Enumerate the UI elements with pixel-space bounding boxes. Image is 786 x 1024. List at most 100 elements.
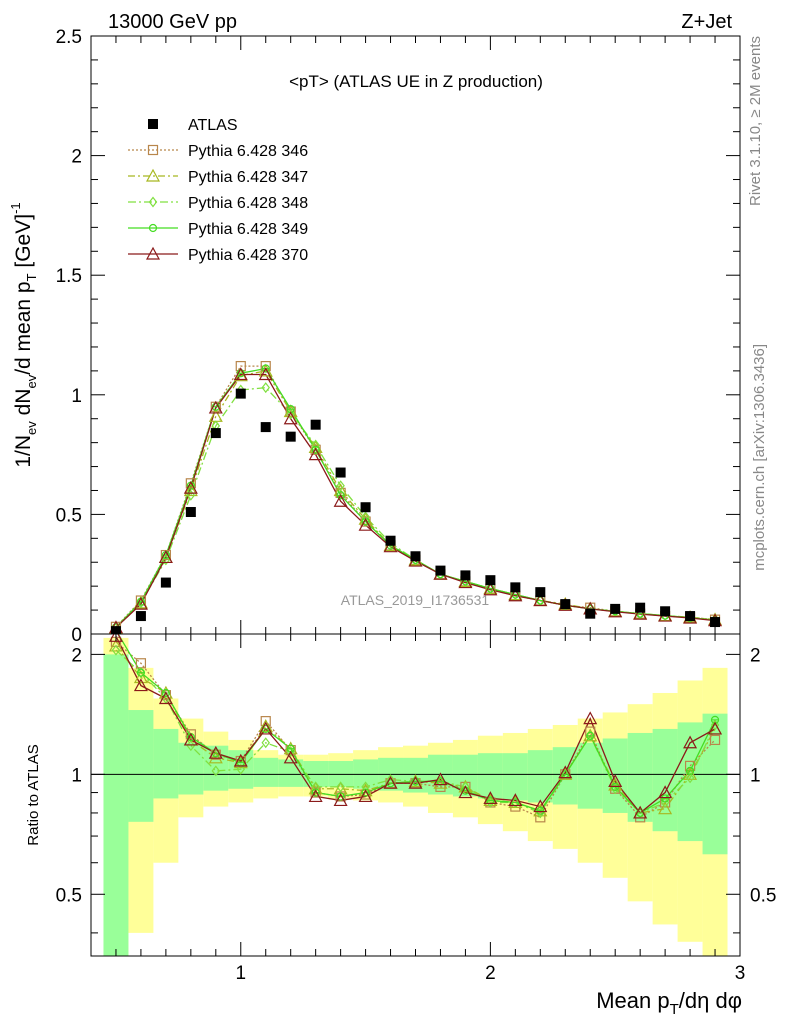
data-point — [458, 575, 473, 589]
legend-label: ATLAS — [188, 117, 238, 134]
ratio-point — [233, 753, 248, 767]
y-tick-label: 1.5 — [56, 266, 82, 287]
ratio-point — [684, 760, 696, 771]
data-point — [233, 367, 248, 381]
legend-marker — [148, 223, 158, 233]
band-green — [253, 757, 279, 787]
atlas-point — [510, 582, 521, 593]
x-tick-label: 3 — [735, 963, 746, 984]
ratio-point — [533, 799, 548, 813]
atlas-point — [560, 599, 571, 610]
data-point — [261, 382, 270, 394]
watermark: ATLAS_2019_I1736531 — [341, 592, 490, 608]
ratio-point — [511, 796, 520, 808]
ratio-point — [308, 789, 323, 803]
ratio-point — [261, 737, 270, 749]
ratio-point — [708, 721, 723, 735]
ratio-point — [383, 775, 398, 789]
series-line — [115, 370, 716, 629]
main-ylabel: 1/Nev dNev/d mean pT [GeV]-1 — [8, 202, 39, 467]
ratio-point — [386, 774, 395, 786]
atlas-point — [135, 611, 146, 622]
data-point — [185, 478, 196, 489]
ratio-y-tick-label: 1 — [750, 765, 761, 786]
ratio-point — [133, 670, 148, 684]
ratio-point — [661, 794, 670, 803]
atlas-point — [685, 611, 696, 622]
ratio-point — [208, 745, 223, 759]
chart-title: <pT> (ATLAS UE in Z production) — [289, 72, 543, 91]
ratio-point — [658, 801, 673, 815]
y-tick-label: 1 — [71, 386, 82, 407]
data-point — [483, 582, 498, 596]
atlas-point — [535, 587, 546, 598]
ratio-point — [361, 788, 370, 797]
ratio-point — [136, 667, 146, 679]
legend-label: Pythia 6.428 348 — [188, 195, 308, 212]
ratio-y-tick-label: 1 — [71, 765, 82, 786]
ratio-point — [411, 775, 420, 787]
mcplots-info: mcplots.cern.ch [arXiv:1306.3436] — [751, 344, 768, 571]
y-tick-label: 2 — [71, 147, 82, 168]
series-line — [115, 365, 716, 628]
y-tick-label: 0.5 — [56, 505, 82, 526]
ratio-point — [336, 781, 345, 793]
legend: ATLAS Pythia 6.428 346 Pythia 6.428 347 Pyt… — [128, 117, 308, 264]
atlas-point — [210, 428, 221, 439]
ratio-point — [535, 812, 546, 823]
ratio-point — [158, 691, 173, 705]
data-point — [158, 550, 173, 564]
legend-marker — [148, 196, 158, 208]
ratio-point — [508, 793, 523, 807]
ratio-point — [208, 750, 223, 764]
series-line — [115, 386, 716, 629]
data-point — [308, 440, 323, 454]
data-point — [633, 606, 648, 620]
atlas-point — [260, 422, 271, 433]
ratio-point — [258, 721, 273, 735]
ratio-y-tick-label: 0.5 — [56, 885, 82, 906]
atlas-point — [360, 502, 371, 513]
header-right: Z+Jet — [681, 11, 732, 33]
atlas-point — [310, 419, 321, 430]
band-green — [452, 754, 478, 797]
series-line — [115, 373, 716, 629]
data-point — [258, 367, 273, 381]
atlas-point — [660, 606, 671, 617]
data-point — [358, 517, 373, 531]
atlas-point — [585, 608, 596, 619]
band-green — [527, 750, 553, 803]
legend-marker — [145, 168, 161, 182]
ratio-point — [408, 775, 423, 789]
data-point — [183, 480, 198, 494]
ratio-y-tick-label: 2 — [750, 645, 761, 666]
atlas-point — [335, 467, 346, 478]
ratio-point — [685, 766, 695, 776]
ratio-point — [186, 740, 196, 752]
ratio-point — [436, 775, 445, 787]
data-point — [308, 447, 323, 461]
atlas-point — [710, 617, 721, 628]
ratio-point — [585, 730, 595, 742]
y-tick-label: 2.5 — [56, 27, 82, 48]
atlas-point — [235, 388, 246, 399]
legend-label: Pythia 6.428 346 — [188, 143, 308, 160]
ratio-point — [185, 729, 196, 740]
band-green — [552, 747, 578, 805]
data-point — [358, 511, 373, 525]
ratio-point — [286, 746, 295, 758]
data-point — [186, 489, 196, 501]
atlas-point — [610, 603, 621, 614]
legend-marker — [147, 144, 159, 156]
data-point — [133, 596, 148, 610]
atlas-point — [185, 507, 196, 518]
ratio-point — [433, 772, 448, 786]
legend-label: Pythia 6.428 349 — [188, 221, 308, 238]
ratio-point — [283, 750, 298, 764]
ratio-point — [608, 774, 623, 787]
ratio-point — [458, 785, 473, 799]
ratio-point — [211, 765, 221, 777]
ratio-point — [685, 772, 695, 784]
ratio-point — [561, 768, 570, 780]
